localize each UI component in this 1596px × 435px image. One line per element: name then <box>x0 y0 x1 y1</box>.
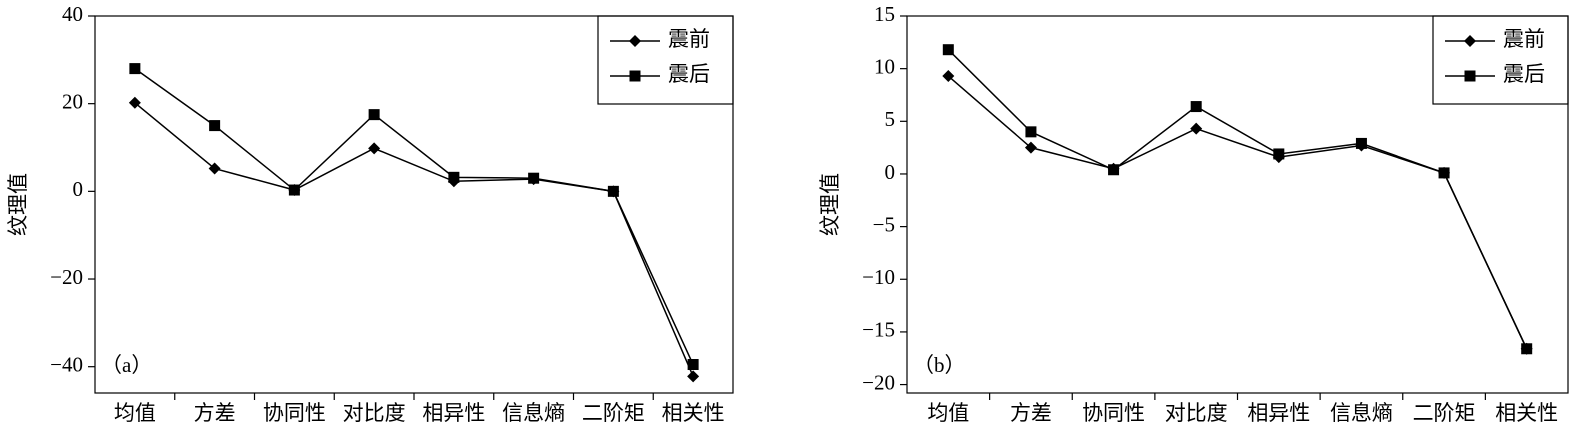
x-tick-label: 对比度 <box>1165 401 1228 425</box>
y-tick-label: −20 <box>862 370 895 394</box>
legend-box <box>1432 15 1569 105</box>
marker <box>368 109 380 121</box>
x-tick-label: 二阶矩 <box>582 401 645 425</box>
marker <box>368 142 381 155</box>
marker <box>1521 343 1533 355</box>
series-line <box>134 67 694 365</box>
marker <box>1464 35 1476 47</box>
x-tick-label: 相关性 <box>1495 401 1558 425</box>
marker <box>687 370 700 383</box>
series-line <box>947 49 1528 350</box>
y-tick-label: −15 <box>862 318 895 342</box>
x-tick-label: 二阶矩 <box>1413 401 1476 425</box>
y-tick-label: 0 <box>73 177 84 201</box>
x-tick-label: 相异性 <box>422 401 485 425</box>
x-tick-label: 相关性 <box>662 401 725 425</box>
y-tick-label: 5 <box>885 107 896 131</box>
x-tick-label: 均值 <box>927 401 969 425</box>
legend-label: 震前 <box>668 27 710 51</box>
marker <box>1273 148 1285 160</box>
marker <box>1464 70 1476 82</box>
marker <box>1190 101 1202 113</box>
y-axis-label: 纹理值 <box>818 173 842 236</box>
legend-label: 震后 <box>1503 62 1545 86</box>
y-tick-label: −10 <box>862 265 895 289</box>
marker <box>528 172 540 184</box>
y-tick-label: 20 <box>62 89 83 113</box>
y-tick-label: 40 <box>62 2 83 26</box>
x-tick-label: 对比度 <box>343 401 406 425</box>
marker <box>128 96 141 109</box>
marker <box>1438 167 1450 179</box>
marker <box>1024 141 1037 154</box>
legend-box <box>597 15 734 105</box>
y-tick-label: 10 <box>874 54 895 78</box>
x-tick-label: 方差 <box>1010 401 1052 425</box>
annotation: （b） <box>913 353 966 377</box>
marker <box>208 162 221 175</box>
marker <box>1355 137 1367 149</box>
y-tick-label: −5 <box>873 212 895 236</box>
x-tick-label: 协同性 <box>1082 401 1145 425</box>
marker <box>607 185 619 197</box>
y-tick-label: 0 <box>885 160 896 184</box>
x-tick-label: 信息熵 <box>1330 401 1393 425</box>
marker <box>942 70 955 83</box>
annotation: （a） <box>101 353 152 377</box>
y-tick-label: 15 <box>874 2 895 26</box>
marker <box>288 184 300 196</box>
x-tick-label: 方差 <box>194 401 236 425</box>
marker <box>209 120 221 132</box>
y-tick-label: −40 <box>50 353 83 377</box>
x-tick-label: 相异性 <box>1247 401 1310 425</box>
marker <box>1108 164 1120 176</box>
y-tick-label: −20 <box>50 265 83 289</box>
marker <box>1025 126 1037 138</box>
series-line <box>134 102 694 377</box>
x-tick-label: 均值 <box>114 401 156 425</box>
series-line <box>947 75 1528 350</box>
marker <box>1190 122 1203 135</box>
x-tick-label: 协同性 <box>263 401 326 425</box>
legend-label: 震前 <box>1503 27 1545 51</box>
marker <box>942 44 954 56</box>
marker <box>129 63 141 75</box>
marker <box>448 171 460 183</box>
marker <box>629 35 641 47</box>
x-tick-label: 信息熵 <box>502 401 565 425</box>
legend-label: 震后 <box>668 62 710 86</box>
marker <box>629 70 641 82</box>
marker <box>687 359 699 371</box>
y-axis-label: 纹理值 <box>6 173 30 236</box>
